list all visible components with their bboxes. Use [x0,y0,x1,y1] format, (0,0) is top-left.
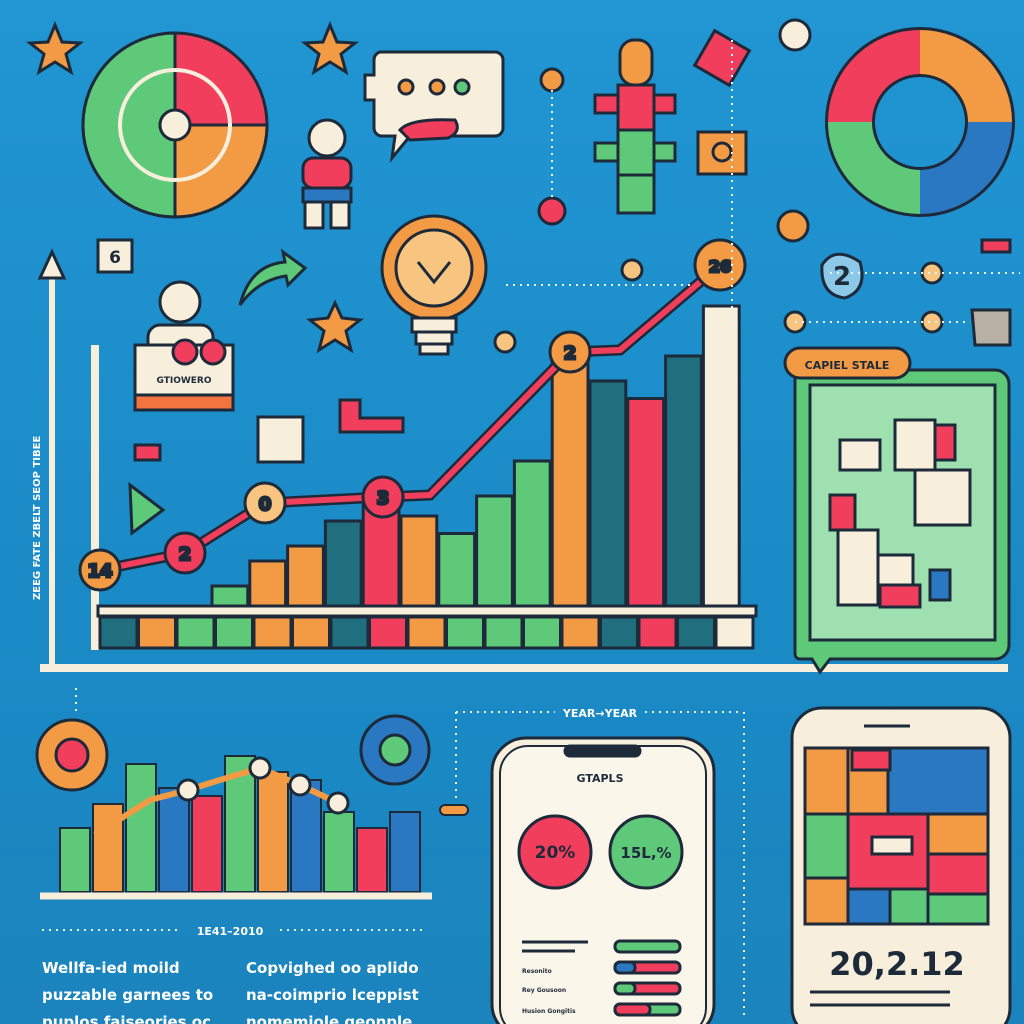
strip-cell [560,615,601,650]
strip-cell [599,615,639,650]
axis-side-label: ZEEG FATE ZBELT SEOP TIBEE [32,436,43,600]
bar [248,559,288,608]
number-box-label: 6 [109,248,121,268]
bar [550,354,590,608]
mini-bar [290,779,322,893]
strip-cell [406,615,447,650]
mini-bar [125,763,157,893]
badge-two-label: 2 [833,262,851,292]
data-point-label: 26 [709,257,731,276]
mini-bar [191,795,223,893]
row-label: Husion Gongitis [522,1008,576,1015]
person-icon [301,118,353,230]
arrow-icon [238,248,308,306]
bar [701,304,741,608]
mini-bar-chart [35,714,432,900]
mini-bar [257,771,289,893]
phone-title: GTAPLS [577,772,624,785]
bar [399,514,439,608]
strip-cell [637,615,678,650]
data-point [163,531,207,575]
strip-cell [483,615,524,650]
bar [437,532,477,608]
stat-green: 15L,% [620,844,671,862]
strip-cell [445,615,485,650]
strip-cell [214,615,254,650]
person-card [133,280,235,412]
bar [361,502,401,608]
bar [664,354,703,608]
mini-bar [356,827,388,893]
star-icon [25,21,85,76]
chat-bubble-icon [363,50,505,164]
strip-cell [252,615,293,650]
data-point [548,330,592,374]
mini-bar [323,811,355,893]
data-point-label: 2 [179,544,192,565]
lightbulb-icon [380,214,488,356]
row-label: Rey Gousoon [522,987,566,994]
data-point [243,481,287,525]
legend-tag-label: CAPIEL STALE [805,359,890,372]
bar [286,544,325,608]
row-label: Resonito [522,968,552,975]
phone-date: 20,2.12 [829,945,965,983]
donut-chart-icon [825,27,1015,217]
strip-cell [676,615,716,650]
strip-cell [522,615,562,650]
data-point [361,475,405,519]
strip-cell [98,615,139,650]
data-point [693,238,747,292]
phone-puzzle [790,706,1012,1024]
stat-red: 20% [535,843,576,863]
strip-cell [175,615,216,650]
data-point-label: 3 [377,488,390,509]
mini-bar [158,787,190,893]
range-header: 1E41–2010 [197,925,264,938]
play-icon [128,481,166,536]
strip-cell [714,615,755,650]
pie-chart-icon [81,31,269,219]
year-header: YEAR→YEAR [562,707,638,720]
bar [588,379,628,608]
phone-stats [490,736,716,1024]
mini-bar [389,811,421,893]
puzzle-board-panel [783,346,1011,675]
data-point-label: 0 [259,494,272,515]
star-icon [306,299,364,354]
strip-cell [291,615,331,650]
caption-right: Copvighed oo aplido na-coimprio lceppist… [246,959,419,1024]
data-point [78,548,122,592]
star-icon [300,21,360,76]
diamond-icon [692,28,752,88]
bar [626,397,666,608]
bar [323,519,363,608]
bar [475,494,514,608]
data-point-label: 2 [564,343,577,364]
number-box [96,238,134,274]
strip-cell [368,615,408,650]
data-point-label: 14 [87,561,112,582]
strip-cell [137,615,177,650]
person-card-label: GTIOWERO [156,376,211,386]
bar [512,459,552,608]
mini-bar [59,827,91,893]
puzzle-column-icon [593,38,677,215]
bar [210,584,250,608]
caption-left: Wellfa-ied moild puzzable garnees to pup… [42,959,214,1024]
strip-cell [329,615,370,650]
